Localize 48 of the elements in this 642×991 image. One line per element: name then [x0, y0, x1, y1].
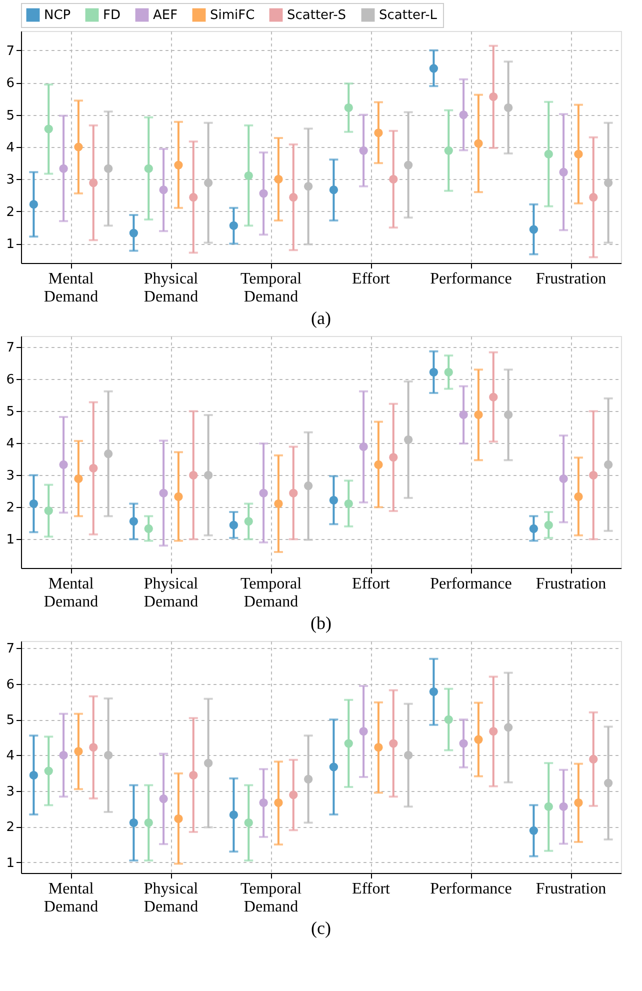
x-tick-label: Frustration	[536, 270, 606, 288]
y-tick-label: 7	[6, 340, 14, 356]
y-tick-label: 3	[6, 784, 14, 800]
x-tick-label: Effort	[352, 880, 391, 898]
x-tick-label: Temporal Demand	[240, 576, 302, 610]
legend-label: FD	[103, 8, 120, 23]
legend-label: SimiFC	[210, 8, 255, 23]
x-tick-label: Temporal Demand	[240, 270, 302, 306]
x-tick-label: Mental Demand	[44, 880, 98, 916]
y-tick-label: 1	[6, 237, 14, 252]
y-tick-label: 6	[6, 372, 14, 388]
x-tick-label: Physical Demand	[144, 880, 199, 916]
y-tick-label: 6	[6, 76, 14, 92]
y-tick-label: 4	[6, 436, 14, 452]
y-tick-label: 1	[6, 532, 14, 548]
x-tick-label: Frustration	[536, 880, 606, 898]
y-tick-label: 2	[6, 204, 14, 220]
y-tick-label: 7	[6, 44, 14, 59]
y-tick-label: 4	[6, 748, 14, 764]
x-tick-label: Effort	[352, 576, 391, 592]
y-tick-label: 5	[6, 108, 14, 124]
text: (a)	[311, 308, 331, 328]
x-tick-label: Mental Demand	[44, 270, 98, 306]
text: (b)	[310, 613, 332, 633]
y-tick-label: 4	[6, 140, 14, 156]
y-tick-label: 3	[6, 172, 14, 188]
x-tick-label: Performance	[430, 880, 512, 898]
x-tick-label: Frustration	[536, 576, 606, 592]
x-tick-label: Performance	[430, 576, 512, 592]
y-tick-label: 6	[6, 677, 14, 692]
text: (c)	[311, 918, 331, 938]
legend-label: AEF	[153, 8, 178, 23]
x-tick-label: Performance	[430, 270, 512, 288]
y-tick-label: 2	[6, 820, 14, 836]
x-tick-label: Mental Demand	[44, 576, 98, 610]
y-tick-label: 7	[6, 642, 14, 657]
y-tick-label: 3	[6, 468, 14, 484]
legend-label: Scatter-L	[379, 8, 438, 23]
y-tick-label: 2	[6, 500, 14, 516]
x-tick-label: Physical Demand	[144, 576, 199, 610]
x-tick-label: Temporal Demand	[240, 880, 302, 916]
legend-label: NCP	[44, 8, 71, 23]
y-tick-label: 1	[6, 856, 14, 871]
y-tick-label: 5	[6, 404, 14, 420]
y-tick-label: 5	[6, 713, 14, 728]
legend-label: Scatter-S	[287, 8, 346, 23]
x-tick-label: Effort	[352, 270, 391, 288]
x-tick-label: Physical Demand	[144, 270, 199, 306]
